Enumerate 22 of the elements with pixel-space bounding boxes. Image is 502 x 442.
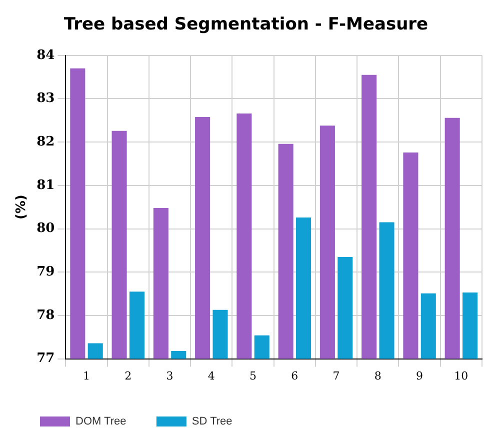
legend-label: SD Tree: [192, 416, 232, 428]
y-tick-label: 80: [36, 221, 55, 236]
chart-title: Tree based Segmentation - F-Measure: [64, 14, 428, 35]
legend-label: DOM Tree: [76, 416, 126, 428]
x-tick-label: 8: [374, 369, 382, 382]
x-tick-label: 3: [166, 369, 174, 382]
x-tick-label: 1: [83, 369, 90, 382]
y-tick-label: 81: [36, 178, 55, 193]
x-tick-label: 7: [332, 369, 340, 382]
y-tick-label: 83: [36, 91, 55, 106]
y-axis-title: (%): [14, 194, 30, 220]
x-tick-label: 10: [454, 369, 468, 382]
y-tick-label: 78: [36, 308, 55, 323]
y-tick-label: 84: [36, 48, 55, 63]
x-tick-label: 4: [208, 369, 215, 382]
x-tick-label: 9: [416, 369, 424, 382]
x-tick-label: 6: [291, 369, 298, 382]
y-tick-label: 77: [36, 351, 55, 366]
x-tick-label: 5: [250, 369, 257, 382]
y-tick-label: 82: [36, 134, 55, 150]
y-tick-label: 79: [36, 264, 55, 280]
x-tick-label: 2: [124, 369, 132, 382]
